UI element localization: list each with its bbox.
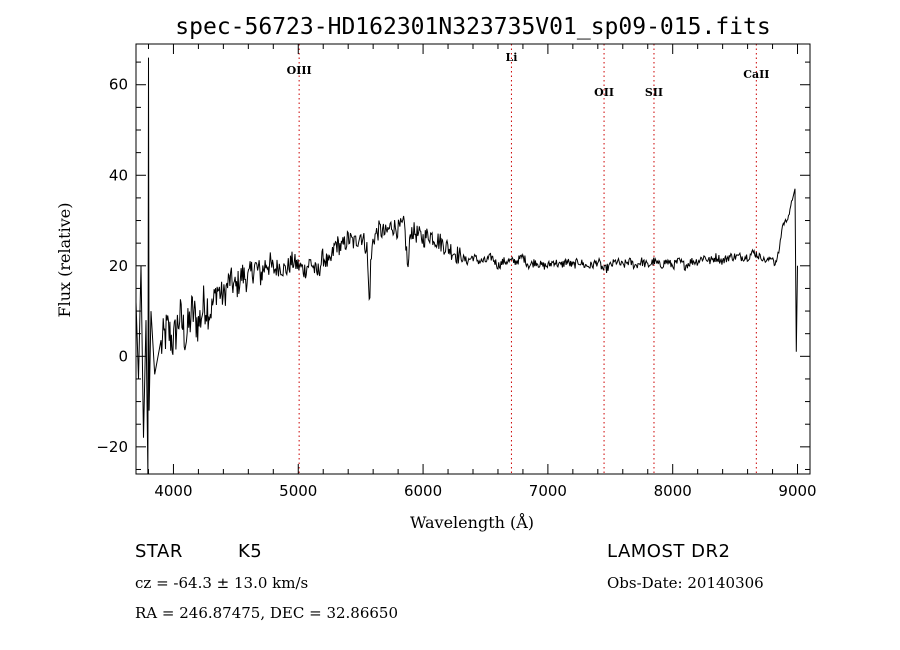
y-tick-label: 40	[109, 166, 128, 184]
coordinates-readout: RA = 246.87475, DEC = 32.86650	[135, 604, 399, 622]
redshift-readout: cz = -64.3 ± 13.0 km/s	[135, 574, 309, 592]
x-tick-label: 5000	[279, 482, 317, 500]
object-type: STAR	[135, 541, 183, 562]
emission-line-markers: OIII Li OII SII CaII	[287, 44, 769, 474]
y-tick-label: 20	[109, 257, 128, 275]
object-subclass: K5	[238, 541, 263, 562]
x-tick-label: 6000	[404, 482, 442, 500]
y-tick-label: 60	[109, 76, 128, 94]
obs-date: Obs-Date: 20140306	[607, 574, 764, 592]
chart-title: spec-56723-HD162301N323735V01_sp09-015.f…	[175, 14, 770, 40]
emission-line-label: CaII	[743, 68, 769, 81]
emission-line-label: Li	[505, 51, 517, 64]
x-axis-label: Wavelength (Å)	[410, 512, 534, 532]
x-tick-label: 8000	[654, 482, 692, 500]
x-axis-ticks: 4000 5000 6000 7000 8000 9000	[147, 44, 817, 500]
y-axis-ticks: −20 0 20 40 60	[96, 61, 810, 470]
emission-line-label: SII	[645, 86, 663, 99]
emission-line-label: OIII	[287, 64, 312, 77]
emission-line-label: OII	[594, 86, 614, 99]
x-tick-label: 9000	[778, 482, 816, 500]
y-tick-label: −20	[96, 438, 128, 456]
y-axis-label: Flux (relative)	[55, 203, 74, 318]
spectrum-series-line	[135, 57, 798, 475]
y-tick-label: 0	[118, 347, 128, 365]
x-tick-label: 7000	[529, 482, 567, 500]
survey-name: LAMOST DR2	[607, 541, 731, 562]
x-tick-label: 4000	[154, 482, 192, 500]
